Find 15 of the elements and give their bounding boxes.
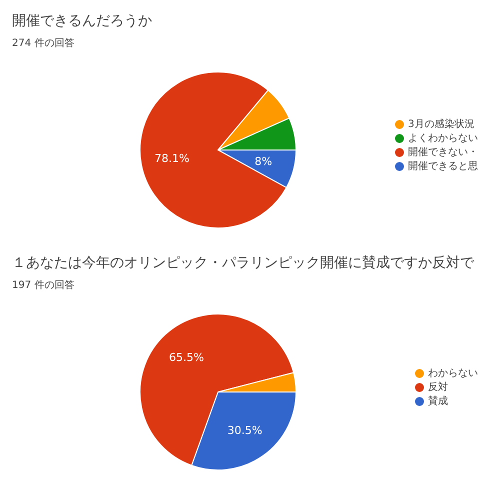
legend-label: よくわからない xyxy=(408,133,478,144)
legend-label: 3月の感染状況 xyxy=(408,119,474,130)
legend-label: 賛成 xyxy=(428,396,448,407)
data-label: 65.5% xyxy=(169,350,204,364)
data-label: 30.5% xyxy=(227,424,262,437)
chart-title: １あなたは今年のオリンピック・パラリンピック開催に賛成ですか反対で xyxy=(11,254,476,272)
data-label: 78.1% xyxy=(154,152,190,166)
legend-label: 開催できない・ xyxy=(408,147,478,158)
chart-title: 開催できるんだろうか xyxy=(11,12,153,30)
text: 197 件の回答 xyxy=(11,279,76,292)
legend-label: 開催できると思 xyxy=(408,161,478,172)
legend-label: わからない xyxy=(428,368,478,379)
text: 274 件の回答 xyxy=(11,37,76,50)
data-label: 8% xyxy=(254,155,272,168)
legend-label: 反対 xyxy=(428,382,448,393)
